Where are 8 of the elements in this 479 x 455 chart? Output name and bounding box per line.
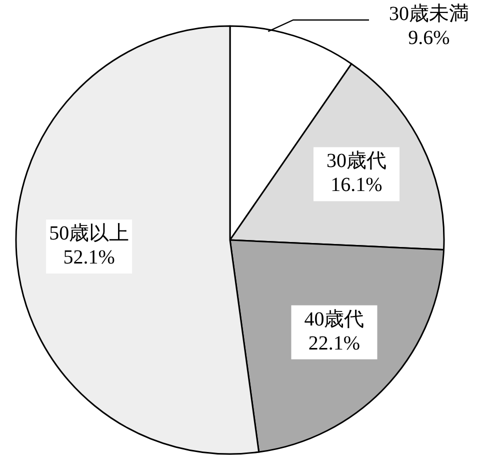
slice-label: 40歳代 — [304, 308, 364, 330]
data-label: 22.1% — [308, 332, 360, 354]
data-label: 9.6% — [408, 27, 450, 49]
data-label: 52.1% — [63, 246, 115, 269]
slice-label: 50歳以上 — [49, 222, 130, 245]
slice-label: 30歳未満 — [389, 3, 469, 25]
data-label: 16.1% — [330, 174, 382, 196]
slice-label: 30歳代 — [326, 150, 387, 172]
